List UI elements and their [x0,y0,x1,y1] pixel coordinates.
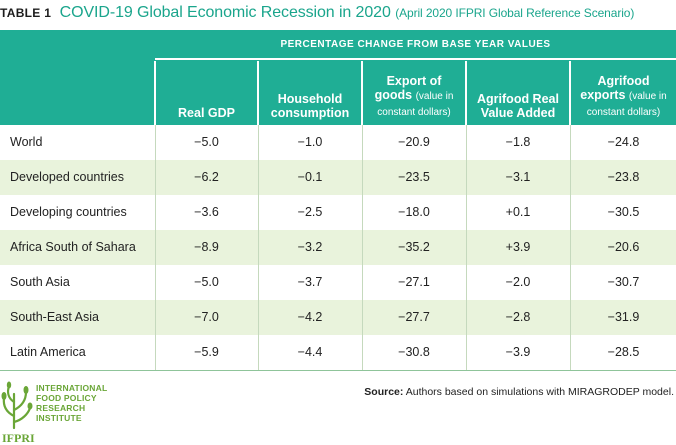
cell-export-goods: −20.9 [398,135,430,149]
cell-export-goods: −35.2 [398,240,430,254]
col-header-label: Real GDP [178,106,235,120]
col-header-agrifood-value-added: Agrifood Real Value Added [467,68,569,120]
cell-household-consumption: −2.5 [297,205,323,219]
cell-agrifood-exports: −30.5 [607,205,640,219]
col-header-agrifood-exports: Agrifood exports (value in constant doll… [571,68,676,120]
cell-real-gdp: −5.0 [194,135,219,149]
col-header-note: constant dollars) [377,107,451,118]
source-text: Authors based on simulations with MIRAGR… [405,386,674,398]
col-header-label: Household [277,92,343,106]
table-bottom-rule [0,370,676,371]
title-main: COVID-19 Global Economic Recession in 20… [59,4,391,21]
logo-wordmark: INTERNATIONAL FOOD POLICY RESEARCH INSTI… [36,383,107,423]
cell-real-gdp: −7.0 [194,310,219,324]
logo-line: INTERNATIONAL [36,383,108,393]
cell-agrifood-value-added: −3.9 [505,345,531,359]
col-header-label: Value Added [480,106,556,120]
row-label: Africa South of Sahara [10,240,136,254]
body-column-divider [258,125,259,370]
table-row: South Asia −5.0 −3.7 −27.1 −2.0 −30.7 [0,265,676,300]
cell-agrifood-value-added: −2.8 [505,310,531,324]
row-label: Latin America [10,345,86,359]
table-number: TABLE 1 [0,6,52,20]
cell-real-gdp: −3.6 [194,205,219,219]
table-row: Latin America −5.9 −4.4 −30.8 −3.9 −28.5 [0,335,676,370]
cell-household-consumption: −4.4 [297,345,323,359]
super-header: PERCENTAGE CHANGE FROM BASE YEAR VALUES [280,39,551,50]
logo-line: RESEARCH [36,403,86,413]
body-column-divider [362,125,363,370]
col-header-household-consumption: Household consumption [259,68,361,120]
column-divider [361,61,363,125]
row-label: Developing countries [10,205,127,219]
table-row: South-East Asia −7.0 −4.2 −27.7 −2.8 −31… [0,300,676,335]
row-label: South Asia [10,275,70,289]
col-header-label: Agrifood [597,74,650,88]
cell-agrifood-value-added: −3.1 [505,170,531,184]
body-column-divider [466,125,467,370]
row-label: South-East Asia [10,310,99,324]
col-header-label: Agrifood Real [477,92,559,106]
cell-export-goods: −27.7 [398,310,430,324]
col-header-export-goods: Export of goods (value in constant dolla… [363,68,465,120]
cell-real-gdp: −8.9 [194,240,219,254]
logo-line: INSTITUTE [36,413,82,423]
cell-agrifood-value-added: −2.0 [505,275,531,289]
super-header-rule [155,58,676,60]
cell-agrifood-exports: −31.9 [607,310,640,324]
col-header-real-gdp: Real GDP [156,68,257,120]
cell-export-goods: −27.1 [398,275,430,289]
col-header-label: consumption [270,106,350,120]
row-label: World [10,135,43,149]
cell-agrifood-exports: −20.6 [607,240,640,254]
cell-agrifood-exports: −28.5 [607,345,640,359]
cell-agrifood-value-added: +0.1 [505,205,531,219]
table-row: World −5.0 −1.0 −20.9 −1.8 −24.8 [0,125,676,160]
ifpri-logo-icon: IFPRI [1,381,35,445]
source-label: Source: [364,386,404,398]
cell-agrifood-exports: −24.8 [607,135,640,149]
source-note: Source: Authors based on simulations wit… [364,386,674,398]
column-divider [569,61,571,125]
column-divider [257,61,259,125]
cell-agrifood-value-added: +3.9 [505,240,531,254]
cell-export-goods: −23.5 [398,170,430,184]
logo-line: FOOD POLICY [36,393,97,403]
cell-household-consumption: −4.2 [297,310,323,324]
col-header-label: exports [580,88,626,102]
cell-agrifood-exports: −30.7 [607,275,640,289]
title-subtitle: (April 2020 IFPRI Global Reference Scena… [395,6,635,20]
col-header-note: constant dollars) [586,107,661,118]
cell-household-consumption: −0.1 [297,170,323,184]
col-header-label: Export of [386,74,442,88]
cell-agrifood-exports: −23.8 [607,170,640,184]
cell-export-goods: −30.8 [398,345,430,359]
cell-household-consumption: −1.0 [297,135,323,149]
cell-agrifood-value-added: −1.8 [505,135,531,149]
table-row: Developed countries −6.2 −0.1 −23.5 −3.1… [0,160,676,195]
cell-household-consumption: −3.7 [297,275,323,289]
col-header-note: (value in [628,91,667,102]
cell-export-goods: −18.0 [398,205,430,219]
table-header: PERCENTAGE CHANGE FROM BASE YEAR VALUES … [0,30,676,125]
table-title: TABLE 1 COVID-19 Global Economic Recessi… [0,4,634,24]
body-column-divider [155,125,156,370]
cell-real-gdp: −5.0 [194,275,219,289]
table-row: Developing countries −3.6 −2.5 −18.0 +0.… [0,195,676,230]
cell-real-gdp: −5.9 [194,345,219,359]
row-label: Developed countries [10,170,124,184]
col-header-label: goods [374,88,413,102]
cell-real-gdp: −6.2 [194,170,219,184]
col-header-note: (value in [415,91,454,102]
logo-acronym: IFPRI [2,431,35,445]
body-column-divider [570,125,571,370]
cell-household-consumption: −3.2 [297,240,323,254]
column-divider [465,61,467,125]
column-divider [154,61,156,125]
table-row: Africa South of Sahara −8.9 −3.2 −35.2 +… [0,230,676,265]
